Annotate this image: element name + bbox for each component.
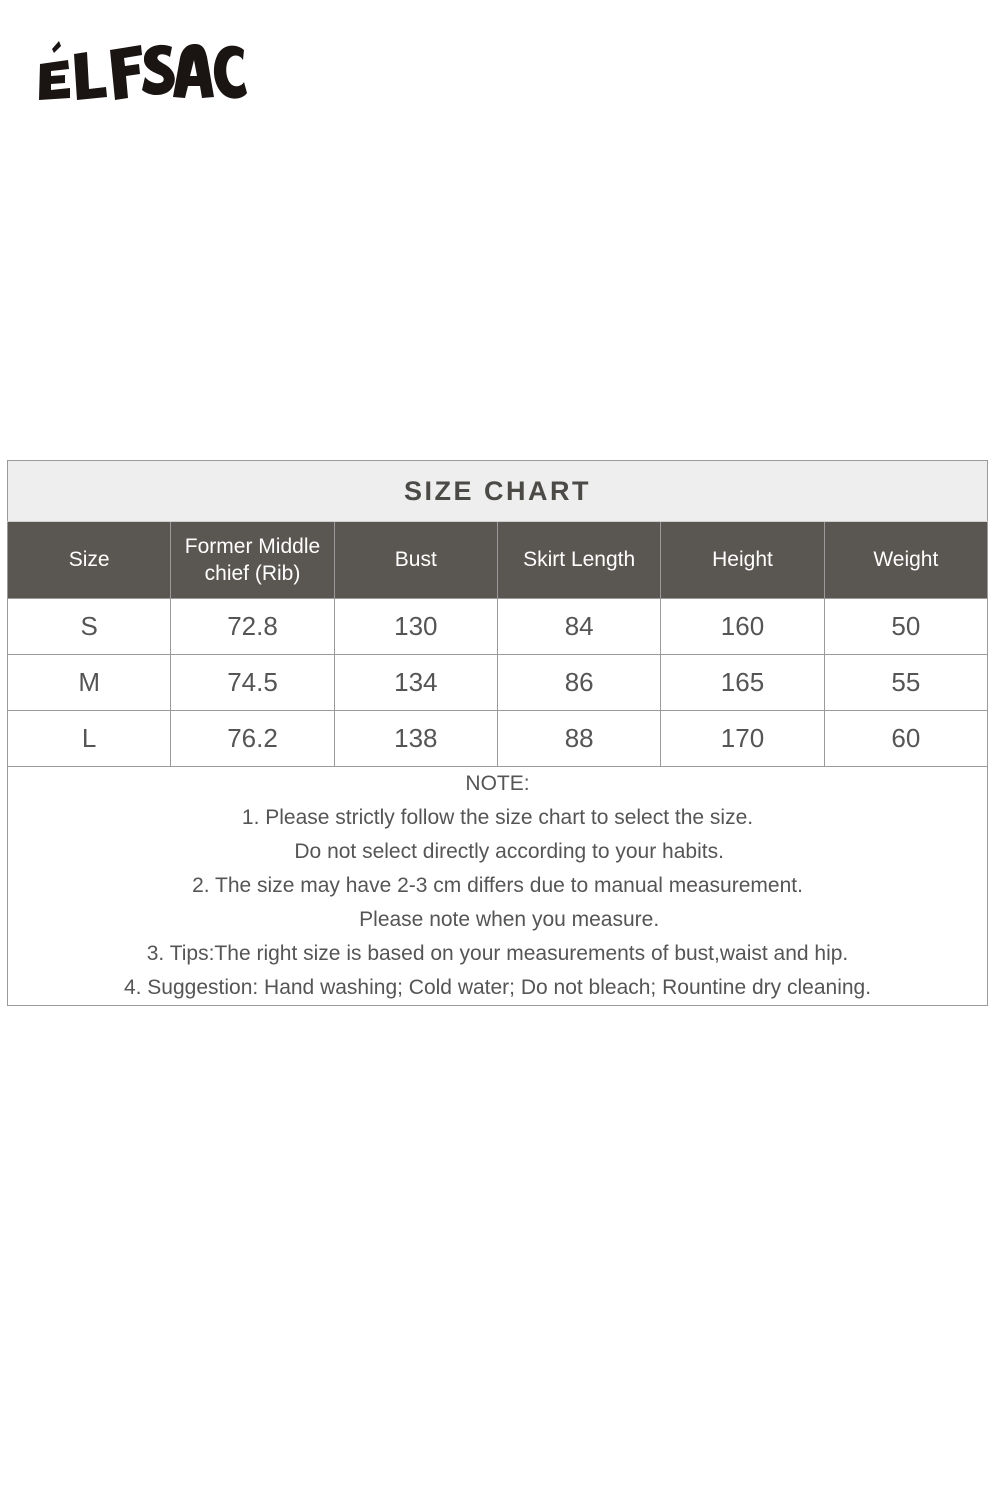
cell-bust: 130 (333, 598, 498, 655)
cell-weight: 50 (823, 598, 989, 655)
column-header-former-middle-chief: Former Middle chief (Rib) (170, 521, 335, 599)
note-cell: NOTE: 1. Please strictly follow the size… (7, 765, 988, 1007)
table-row: L 76.2 138 88 170 60 (6, 710, 989, 767)
table-row: S 72.8 130 84 160 50 (6, 598, 989, 655)
cell-size: S (6, 598, 172, 655)
note-line-1: 1. Please strictly follow the size chart… (241, 806, 754, 830)
cell-skirt-length: 88 (496, 710, 662, 767)
cell-size: L (6, 710, 172, 767)
note-line-2: 2. The size may have 2-3 cm differs due … (192, 874, 803, 898)
note-line-2b: Please note when you measure. (335, 908, 660, 932)
cell-skirt-length: 86 (496, 654, 662, 711)
cell-skirt-length: 84 (496, 598, 662, 655)
page-title: SIZE CHART (404, 475, 591, 506)
size-chart-header-row: Size Former Middle chief (Rib) Bust Skir… (6, 521, 989, 599)
column-header-weight: Weight (823, 521, 989, 599)
cell-weight: 55 (823, 654, 989, 711)
size-chart-title-cell: SIZE CHART (7, 460, 988, 522)
column-header-skirt-length: Skirt Length (496, 521, 662, 599)
size-chart-title-row: SIZE CHART (7, 460, 988, 522)
cell-height: 165 (660, 654, 825, 711)
cell-height: 160 (660, 598, 825, 655)
column-header-former-middle-chief-line2: chief (Rib) (204, 562, 301, 585)
cell-height: 170 (660, 710, 825, 767)
note-line-1b: Do not select directly according to your… (271, 840, 724, 864)
column-header-size: Size (6, 521, 172, 599)
cell-weight: 60 (823, 710, 989, 767)
column-header-former-middle-chief-line1: Former Middle (184, 534, 321, 558)
note-line-3: 3. Tips:The right size is based on your … (146, 942, 849, 966)
cell-middle-chief: 74.5 (170, 654, 335, 711)
size-chart-table: SIZE CHART Size Former Middle chief (Rib… (6, 460, 989, 1007)
table-row: M 74.5 134 86 165 55 (6, 654, 989, 711)
column-header-bust: Bust (333, 521, 498, 599)
size-chart-note-row: NOTE: 1. Please strictly follow the size… (7, 765, 988, 1007)
cell-middle-chief: 72.8 (170, 598, 335, 655)
size-chart-container: SIZE CHART Size Former Middle chief (Rib… (6, 460, 989, 1007)
brand-logo (32, 30, 252, 110)
column-header-height: Height (660, 521, 825, 599)
cell-bust: 134 (333, 654, 498, 711)
note-line-4: 4. Suggestion: Hand washing; Cold water;… (123, 976, 872, 1000)
note-title: NOTE: (465, 772, 530, 795)
cell-middle-chief: 76.2 (170, 710, 335, 767)
cell-size: M (6, 654, 172, 711)
cell-bust: 138 (333, 710, 498, 767)
elf-sack-logo-icon (39, 41, 247, 100)
